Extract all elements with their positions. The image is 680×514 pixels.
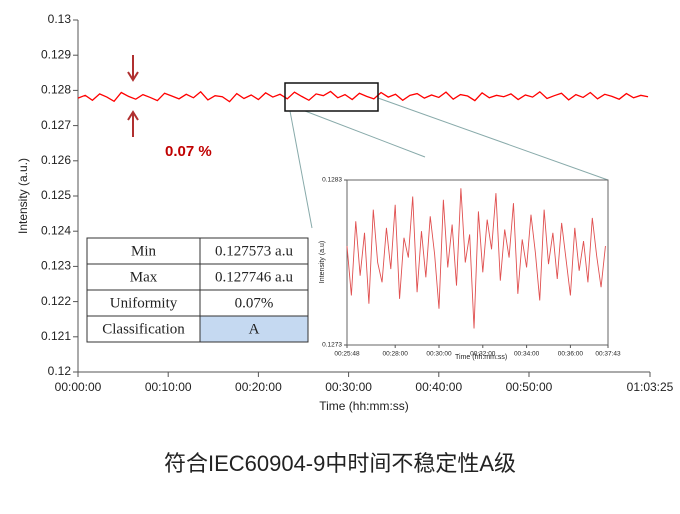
x-tick-label: 00:20:00	[235, 380, 282, 394]
inset-x-label: Time (hh:mm:ss)	[455, 354, 507, 361]
y-tick-label: 0.126	[41, 153, 71, 167]
y-tick-label: 0.129	[41, 47, 71, 61]
table-text: 0.127746 a.u	[215, 269, 293, 285]
y-tick-label: 0.13	[48, 12, 72, 26]
x-tick-label: 00:50:00	[506, 380, 553, 394]
y-axis-label: Intensity (a.u.)	[16, 158, 30, 234]
x-tick-label: 00:25:48	[334, 351, 360, 358]
x-tick-label: 01:03:25	[627, 380, 674, 394]
table-text: A	[249, 321, 260, 337]
x-axis-label: Time (hh:mm:ss)	[319, 399, 409, 413]
x-tick-label: 00:36:00	[558, 351, 584, 358]
x-tick-label: 00:37:43	[595, 351, 621, 358]
zoom-box	[284, 82, 379, 112]
x-tick-label: 00:28:00	[383, 351, 409, 358]
y-tick-label: 0.128	[41, 83, 71, 97]
table-cell	[199, 289, 309, 317]
table-cell	[199, 263, 309, 291]
arrow-head	[127, 110, 139, 121]
zoom-connectors	[289, 97, 609, 229]
y-tick-label: 0.125	[41, 188, 71, 202]
table-cell	[86, 315, 201, 343]
table-text: Uniformity	[110, 295, 178, 311]
table: Min 0.127573 a.u Max 0.127746 a.u Uniformity…	[86, 237, 309, 343]
x-tick-label: 00:30:00	[426, 351, 452, 358]
data-line	[346, 188, 606, 329]
y-tick-label: 0.1283	[322, 177, 342, 184]
x-tick-label: 00:32:00	[470, 351, 496, 358]
y-tick-label: 0.12	[48, 364, 72, 378]
table-cell	[86, 289, 201, 317]
caption: 符合IEC60904-9中时间不稳定性A级	[164, 451, 516, 476]
table-cell	[199, 237, 309, 265]
x-tick-label: 00:10:00	[145, 380, 192, 394]
annotation: 0.07 %	[165, 143, 212, 160]
inset-y-label: Intensity (a.u)	[319, 241, 326, 283]
connector	[377, 97, 609, 181]
x-tick-label: 00:30:00	[325, 380, 372, 394]
arrow-head	[127, 71, 139, 82]
y-tick-label: 0.124	[41, 223, 71, 237]
y-tick-label: 0.127	[41, 118, 71, 132]
connector	[304, 110, 426, 158]
y-tick-label: 0.121	[41, 329, 71, 343]
table-text: 0.07%	[235, 295, 274, 311]
x-tick-label: 00:00:00	[55, 380, 102, 394]
table-text: Max	[130, 269, 158, 285]
y-tick-label: 0.122	[41, 294, 71, 308]
x-tick-label: 00:34:00	[514, 351, 540, 358]
inset-frame	[346, 179, 609, 346]
y-tick-label: 0.123	[41, 259, 71, 273]
data-line	[77, 90, 649, 103]
connector	[289, 110, 313, 229]
y-tick-label: 0.1273	[322, 342, 342, 349]
table-text: Min	[131, 243, 157, 259]
table-text: 0.127573 a.u	[215, 243, 293, 259]
table-text: Classification	[102, 321, 185, 337]
x-tick-label: 00:40:00	[415, 380, 462, 394]
table-cell	[199, 315, 309, 343]
